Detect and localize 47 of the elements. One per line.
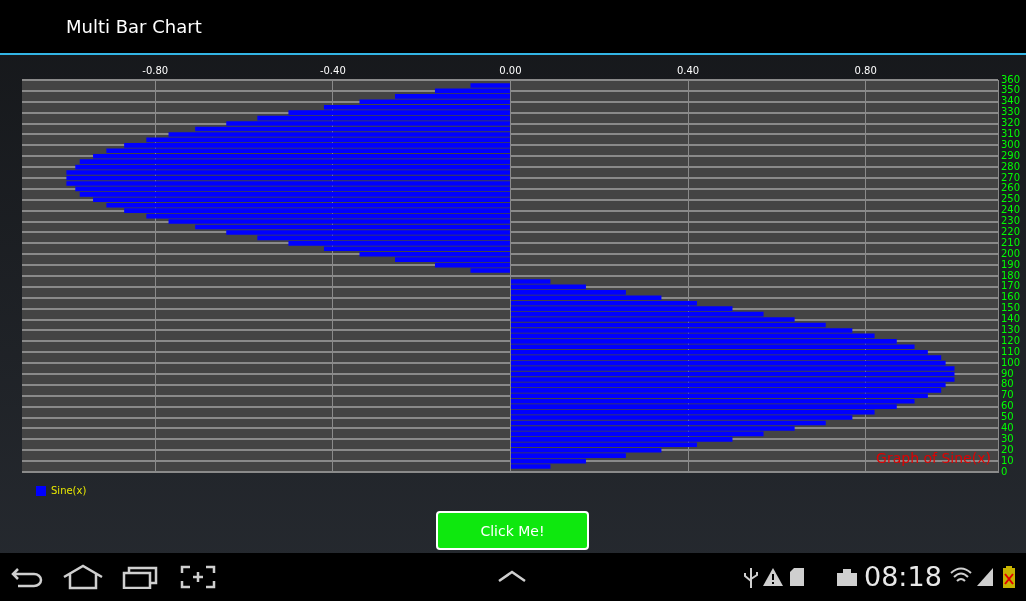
y-tick-label: 120 — [1000, 334, 1021, 346]
text: Click Me! — [436, 511, 589, 550]
y-tick-label: 70 — [1000, 389, 1014, 401]
annotation: Graph of Sine(x) — [876, 449, 991, 466]
y-tick-label: 310 — [1000, 128, 1021, 140]
x-tick-label: 0.00 — [499, 64, 522, 76]
y-tick-label: 270 — [1000, 171, 1021, 183]
y-tick-label: 250 — [1000, 193, 1021, 205]
y-tick-label: 340 — [1000, 95, 1021, 107]
y-tick-label: 330 — [1000, 106, 1021, 118]
y-tick-label: 300 — [1000, 138, 1021, 150]
y-tick-label: 80 — [1000, 378, 1014, 390]
y-tick-label: 90 — [1000, 367, 1014, 379]
y-tick-label: 0 — [1000, 465, 1008, 477]
y-tick-label: 210 — [1000, 236, 1021, 248]
y-tick-label: 170 — [1000, 280, 1021, 292]
x-tick-label: -0.40 — [319, 64, 346, 76]
y-tick-label: 230 — [1000, 215, 1021, 227]
y-tick-label: 280 — [1000, 160, 1021, 172]
y-tick-label: 220 — [1000, 226, 1021, 238]
y-tick-label: 50 — [1000, 411, 1014, 423]
y-tick-label: 180 — [1000, 269, 1021, 281]
y-tick-label: 160 — [1000, 291, 1021, 303]
y-tick-label: 200 — [1000, 247, 1021, 259]
y-tick-label: 260 — [1000, 182, 1021, 194]
y-tick-label: 130 — [1000, 324, 1021, 336]
y-tick-label: 40 — [1000, 422, 1014, 434]
y-tick-label: 350 — [1000, 84, 1021, 96]
chart-title: Multi Bar Chart — [66, 16, 202, 37]
y-tick-label: 60 — [1000, 400, 1014, 412]
y-tick-label: 20 — [1000, 443, 1014, 455]
y-tick-label: 140 — [1000, 313, 1021, 325]
y-tick-label: 30 — [1000, 432, 1014, 444]
y-tick-label: 320 — [1000, 117, 1021, 129]
legend-label: Sine(x) — [51, 484, 87, 496]
y-tick-label: 190 — [1000, 258, 1021, 270]
y-tick-label: 290 — [1000, 149, 1021, 161]
y-tick-label: 360 — [1000, 73, 1021, 85]
x-tick-label: 0.80 — [854, 64, 877, 76]
y-tick-label: 150 — [1000, 302, 1021, 314]
x-tick-label: -0.80 — [142, 64, 169, 76]
y-tick-label: 100 — [1000, 356, 1021, 368]
y-tick-label: 110 — [1000, 345, 1021, 357]
y-tick-label: 10 — [1000, 454, 1014, 466]
text: 08:18 — [864, 561, 942, 592]
y-tick-label: 240 — [1000, 204, 1021, 216]
x-tick-label: 0.40 — [676, 64, 700, 76]
